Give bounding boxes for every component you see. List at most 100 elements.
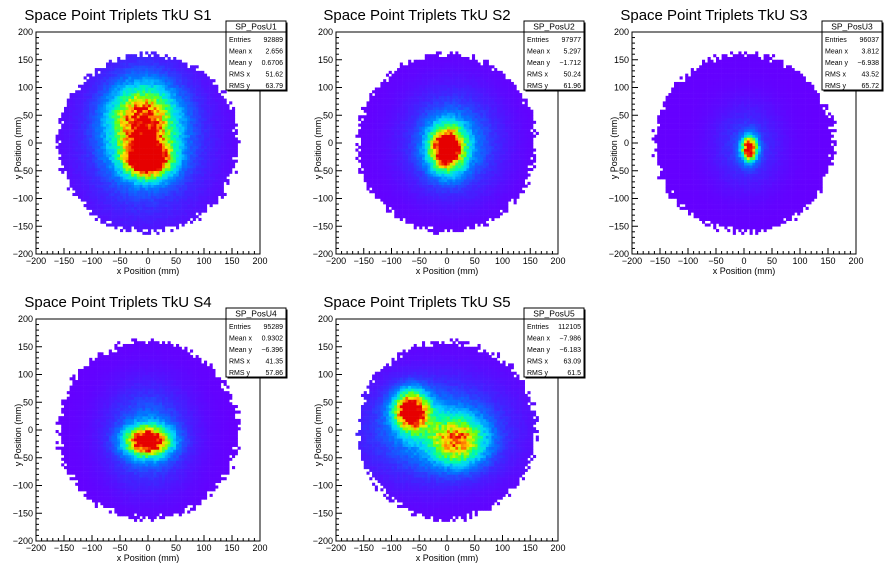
heatmap-bin [367, 151, 370, 154]
heatmap-bin [375, 96, 378, 99]
heatmap-bin [367, 129, 370, 132]
heatmap-bin [419, 174, 422, 177]
heatmap-bin [170, 157, 173, 160]
heatmap-bin [95, 187, 98, 190]
heatmap-bin [70, 140, 73, 143]
heatmap-bin [430, 157, 433, 160]
heatmap-bin [439, 168, 442, 171]
heatmap-bin [117, 154, 120, 157]
heatmap-bin [425, 126, 428, 129]
heatmap-bin [114, 221, 117, 224]
heatmap-bin [156, 212, 159, 215]
heatmap-bin [86, 151, 89, 154]
heatmap-bin [224, 160, 227, 163]
heatmap-bin [95, 146, 98, 149]
heatmap-bin [383, 96, 386, 99]
heatmap-bin [441, 154, 444, 157]
heatmap-bin [422, 174, 425, 177]
heatmap-bin [184, 124, 187, 127]
heatmap-bin [364, 157, 367, 160]
heatmap-bin [414, 151, 417, 154]
heatmap-bin [422, 68, 425, 71]
heatmap-bin [218, 179, 221, 182]
heatmap-bin [389, 151, 392, 154]
heatmap-bin [106, 96, 109, 99]
heatmap-bin [176, 190, 179, 193]
heatmap-bin [405, 82, 408, 85]
heatmap-bin [109, 193, 112, 196]
heatmap-bin [207, 165, 210, 168]
heatmap-bin [229, 112, 232, 115]
heatmap-bin [168, 137, 171, 140]
heatmap-bin [154, 71, 157, 74]
heatmap-bin [72, 129, 75, 132]
heatmap-bin [117, 137, 120, 140]
heatmap-bin [428, 74, 431, 77]
heatmap-bin [184, 154, 187, 157]
heatmap-bin [232, 137, 235, 140]
heatmap-bin [196, 207, 199, 210]
heatmap-bin [154, 212, 157, 215]
heatmap-bin [444, 63, 447, 66]
heatmap-bin [114, 174, 117, 177]
heatmap-bin [84, 82, 87, 85]
heatmap-bin [405, 146, 408, 149]
heatmap-bin [375, 143, 378, 146]
heatmap-bin [187, 121, 190, 124]
heatmap-bin [106, 154, 109, 157]
heatmap-bin [414, 76, 417, 79]
heatmap-bin [397, 99, 400, 102]
heatmap-bin [394, 137, 397, 140]
heatmap-bin [117, 212, 120, 215]
heatmap-bin [419, 149, 422, 152]
heatmap-bin [159, 165, 162, 168]
heatmap-bin [193, 121, 196, 124]
heatmap-bin [433, 135, 436, 138]
heatmap-bin [372, 151, 375, 154]
heatmap-bin [447, 162, 450, 165]
heatmap-bin [414, 90, 417, 93]
heatmap-bin [419, 76, 422, 79]
heatmap-bin [190, 193, 193, 196]
heatmap-bin [430, 63, 433, 66]
heatmap-bin [173, 165, 176, 168]
heatmap-bin [430, 223, 433, 226]
heatmap-bin [81, 110, 84, 113]
heatmap-bin [430, 168, 433, 171]
heatmap-bin [128, 90, 131, 93]
heatmap-bin [447, 168, 450, 171]
heatmap-bin [162, 146, 165, 149]
heatmap-bin [159, 107, 162, 110]
heatmap-bin [436, 124, 439, 127]
heatmap-bin [142, 157, 145, 160]
heatmap-bin [198, 212, 201, 215]
heatmap-bin [201, 140, 204, 143]
heatmap-bin [78, 104, 81, 107]
heatmap-bin [201, 151, 204, 154]
heatmap-bin [168, 101, 171, 104]
heatmap-bin [193, 168, 196, 171]
heatmap-bin [383, 162, 386, 165]
heatmap-bin [433, 60, 436, 63]
heatmap-bin [389, 187, 392, 190]
heatmap-bin [196, 71, 199, 74]
heatmap-bin [154, 74, 157, 77]
heatmap-bin [86, 90, 89, 93]
heatmap-bin [126, 104, 129, 107]
heatmap-bin [355, 135, 358, 138]
heatmap-bin [378, 146, 381, 149]
heatmap-bin [173, 121, 176, 124]
heatmap-bin [444, 96, 447, 99]
heatmap-bin [70, 96, 73, 99]
heatmap-bin [120, 196, 123, 199]
heatmap-bin [187, 149, 190, 152]
heatmap-bin [106, 135, 109, 138]
heatmap-bin [165, 160, 168, 163]
heatmap-bin [447, 160, 450, 163]
heatmap-bin [137, 121, 140, 124]
heatmap-bin [210, 129, 213, 132]
heatmap-bin [92, 196, 95, 199]
heatmap-bin [100, 126, 103, 129]
heatmap-bin [444, 126, 447, 129]
heatmap-bin [95, 174, 98, 177]
